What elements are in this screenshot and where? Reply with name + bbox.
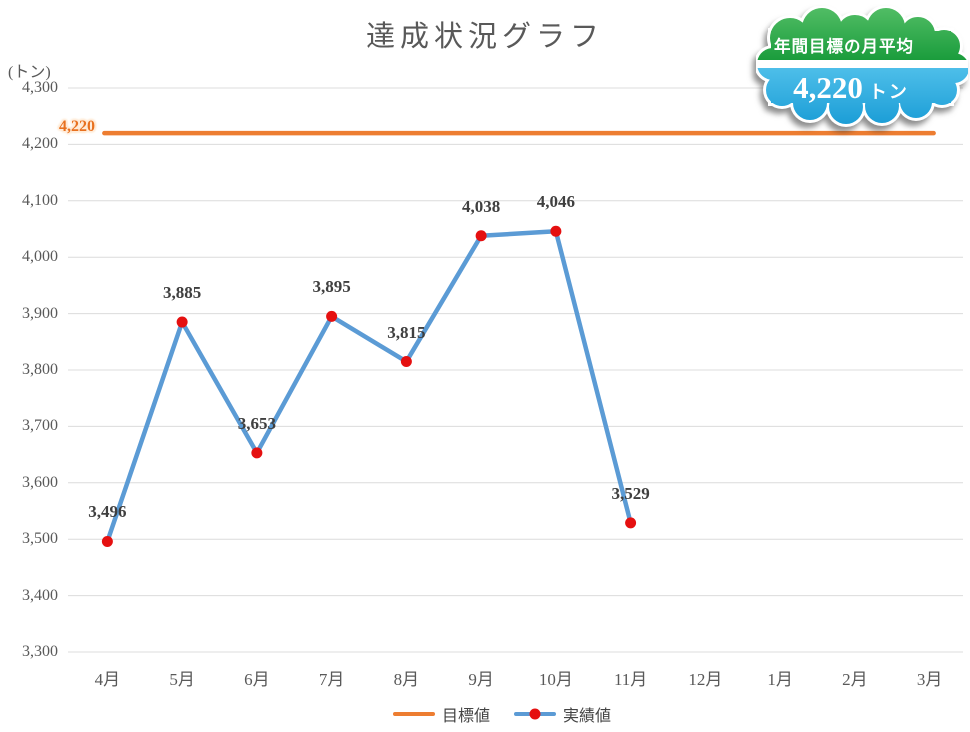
cloud-white-band xyxy=(757,60,968,68)
data-point-marker xyxy=(101,535,113,547)
y-tick-label: 4,300 xyxy=(22,79,58,96)
legend: 目標値 実績値 xyxy=(17,700,970,728)
x-tick-label: 3月 xyxy=(916,670,943,689)
callout-value: 4,220 xyxy=(793,70,863,105)
y-tick-label: 3,800 xyxy=(22,361,58,378)
y-tick-label: 4,000 xyxy=(22,248,58,266)
y-tick-label: 4,200 xyxy=(22,135,58,153)
chart-title: 達成状況グラフ xyxy=(365,21,604,53)
data-point-label: 3,895 xyxy=(312,277,351,297)
data-point-label: 3,885 xyxy=(163,283,202,303)
legend-item-actual: 実績値 xyxy=(514,702,611,726)
data-point-marker xyxy=(550,225,562,237)
y-tick-label: 4,100 xyxy=(22,191,58,209)
x-tick-label: 12月 xyxy=(688,670,723,689)
data-point-marker xyxy=(475,230,487,242)
x-tick-label: 1月 xyxy=(767,670,793,689)
y-tick-label: 3,300 xyxy=(22,643,58,660)
actual-series-line xyxy=(105,229,633,544)
y-tick-label: 3,600 xyxy=(22,473,58,491)
legend-item-target: 目標値 xyxy=(392,702,490,726)
y-tick-label: 3,400 xyxy=(22,586,58,604)
y-axis-unit-label: (トン) xyxy=(8,64,51,81)
callout-caption-text: 年間目標の月平均 xyxy=(774,36,914,56)
x-tick-label: 8月 xyxy=(393,670,420,689)
y-tick-label: 3,500 xyxy=(22,530,58,548)
annual-target-callout-cloud: 年間目標の月平均 4,220 トン xyxy=(756,6,968,127)
data-point-label: 3,496 xyxy=(88,502,127,522)
x-tick-label: 10月 xyxy=(538,670,573,689)
data-point-label: 4,046 xyxy=(536,192,575,212)
target-line-label: 4,220 xyxy=(59,118,95,135)
data-point-marker xyxy=(625,517,637,529)
data-point-label: 3,529 xyxy=(611,483,650,503)
data-point-marker xyxy=(176,316,188,328)
data-point-label: 3,653 xyxy=(237,413,276,433)
x-tick-label: 9月 xyxy=(468,670,494,689)
x-tick-label: 7月 xyxy=(318,670,345,689)
legend-target-label: 目標値 xyxy=(441,708,490,725)
x-tick-label: 2月 xyxy=(842,670,868,689)
x-tick-label: 11月 xyxy=(613,670,648,689)
callout-value-text: 4,220 トン xyxy=(793,70,909,105)
marker-dot-icon xyxy=(529,708,541,720)
data-point-label: 4,038 xyxy=(462,196,501,216)
y-tick-label: 3,700 xyxy=(22,417,58,435)
data-point-marker xyxy=(251,447,263,459)
callout-unit: トン xyxy=(869,82,909,102)
x-tick-label: 5月 xyxy=(169,670,195,689)
data-point-marker xyxy=(326,310,338,322)
actual-line-swatch-icon xyxy=(514,708,556,720)
data-point-label: 3,815 xyxy=(387,322,426,342)
data-point-marker xyxy=(400,356,412,368)
x-tick-label: 6月 xyxy=(244,670,270,689)
x-tick-label: 4月 xyxy=(94,670,121,689)
target-line-swatch-icon xyxy=(392,712,435,716)
y-tick-label: 3,900 xyxy=(22,304,58,322)
cloud-shape: 年間目標の月平均 4,220 トン xyxy=(756,6,968,127)
legend-actual-label: 実績値 xyxy=(563,708,612,725)
